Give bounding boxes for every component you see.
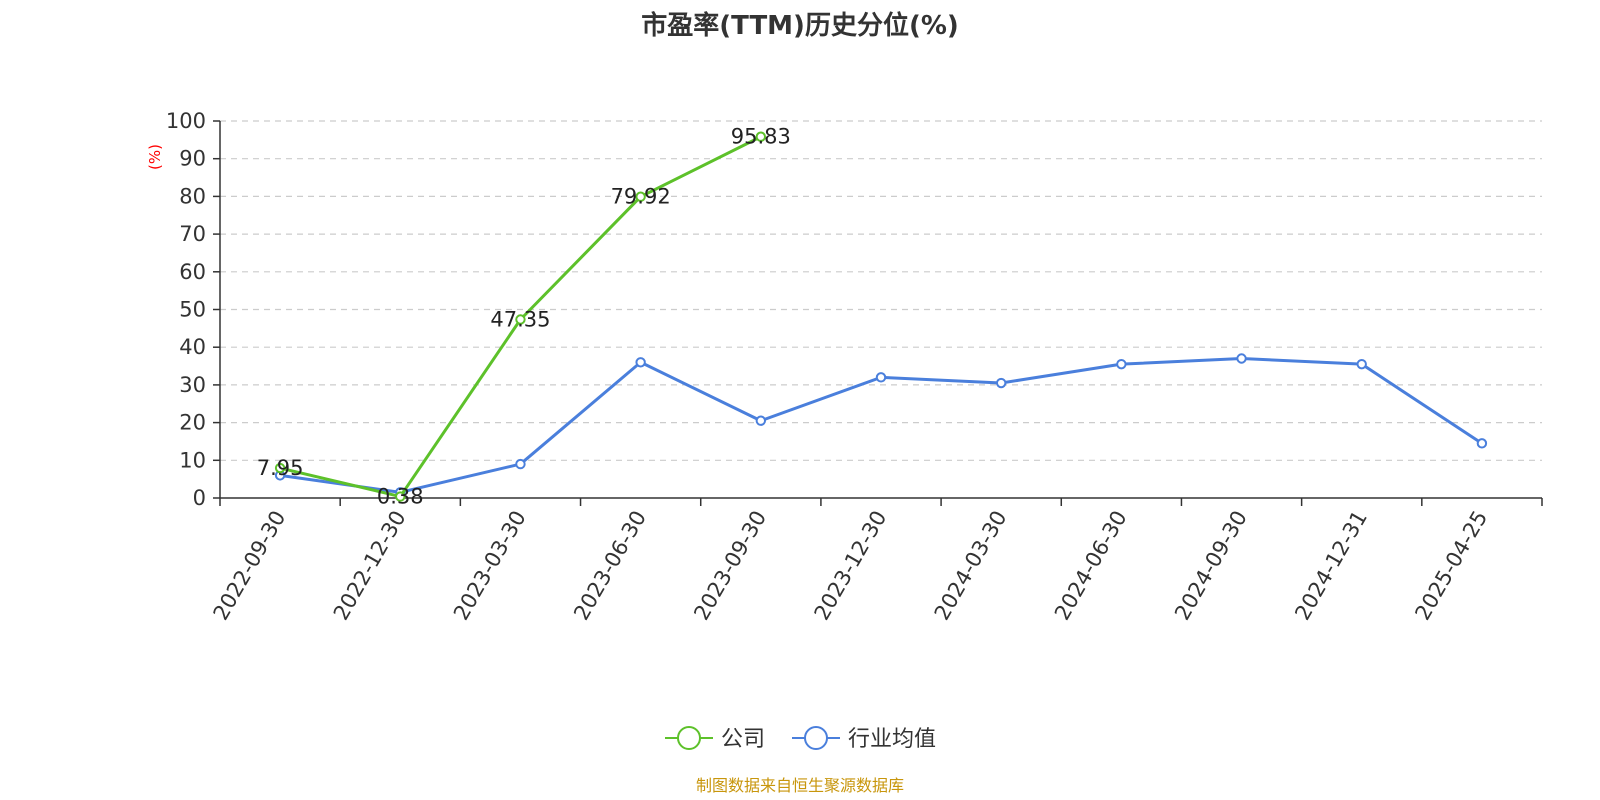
data-label: 95.83 <box>731 125 791 149</box>
data-point[interactable] <box>755 415 767 426</box>
x-tick-label: 2023-12-30 <box>810 507 892 625</box>
y-tick-label: 70 <box>179 222 206 246</box>
legend-label[interactable]: 公司 <box>721 727 765 752</box>
legend-marker[interactable] <box>677 726 701 750</box>
data-point[interactable] <box>515 458 526 470</box>
data-point[interactable] <box>274 462 286 474</box>
data-labels: 7.95 0.38 47.35 79.92 95.83 <box>257 125 791 509</box>
y-tick-label: 20 <box>179 411 206 435</box>
y-tick-label: 100 <box>166 109 206 133</box>
x-tick-label: 2022-12-30 <box>329 506 411 624</box>
y-tick-label: 90 <box>179 147 206 171</box>
data-point[interactable] <box>1116 358 1127 370</box>
legend-marker[interactable] <box>804 726 828 750</box>
y-axis-label: (%) <box>146 144 164 170</box>
y-tick-label: 50 <box>179 298 206 322</box>
x-tick-label: 2022-09-30 <box>209 507 291 625</box>
x-tick-label: 2023-06-30 <box>569 507 651 625</box>
y-tick-label: 80 <box>179 184 206 208</box>
axes: 0 10 20 30 40 50 60 70 80 90 100 2022-09-30 2022-12-… <box>166 109 1543 625</box>
data-point[interactable] <box>635 357 646 368</box>
data-point[interactable] <box>1356 358 1367 370</box>
data-point[interactable] <box>755 131 767 142</box>
y-tick-label: 40 <box>179 335 206 359</box>
data-point[interactable] <box>635 191 646 202</box>
source-note: 制图数据来自恒生聚源数据库 <box>696 776 904 795</box>
y-tick-label: 60 <box>179 260 206 284</box>
data-point[interactable] <box>995 377 1007 389</box>
data-point[interactable] <box>395 491 406 502</box>
data-point[interactable] <box>1236 353 1247 364</box>
x-tick-label: 2024-06-30 <box>1050 507 1132 625</box>
grid-lines <box>220 120 1542 461</box>
chart-title: 市盈率(TTM)历史分位(%) <box>641 10 959 41</box>
x-tick-label: 2024-09-30 <box>1170 507 1252 625</box>
data-point[interactable] <box>515 314 526 325</box>
data-label: 0.38 <box>377 485 424 509</box>
series-lines <box>274 131 1488 502</box>
data-point[interactable] <box>875 372 887 383</box>
data-label: 7.95 <box>257 456 304 480</box>
data-point[interactable] <box>1476 438 1488 449</box>
y-tick-label: 0 <box>193 486 206 510</box>
data-label: 79.92 <box>611 185 671 209</box>
legend[interactable]: 公司 行业均值 <box>665 726 936 752</box>
x-tick-label: 2025-04-25 <box>1410 507 1492 625</box>
x-tick-label: 2023-09-30 <box>689 507 771 625</box>
x-tick-label: 2024-12-31 <box>1290 507 1372 625</box>
data-label: 47.35 <box>490 307 550 331</box>
y-tick-label: 30 <box>179 373 206 397</box>
legend-label[interactable]: 行业均值 <box>848 727 936 752</box>
y-tick-label: 10 <box>179 448 206 472</box>
x-tick-label: 2023-03-30 <box>449 507 531 625</box>
x-tick-label: 2024-03-30 <box>930 507 1012 625</box>
